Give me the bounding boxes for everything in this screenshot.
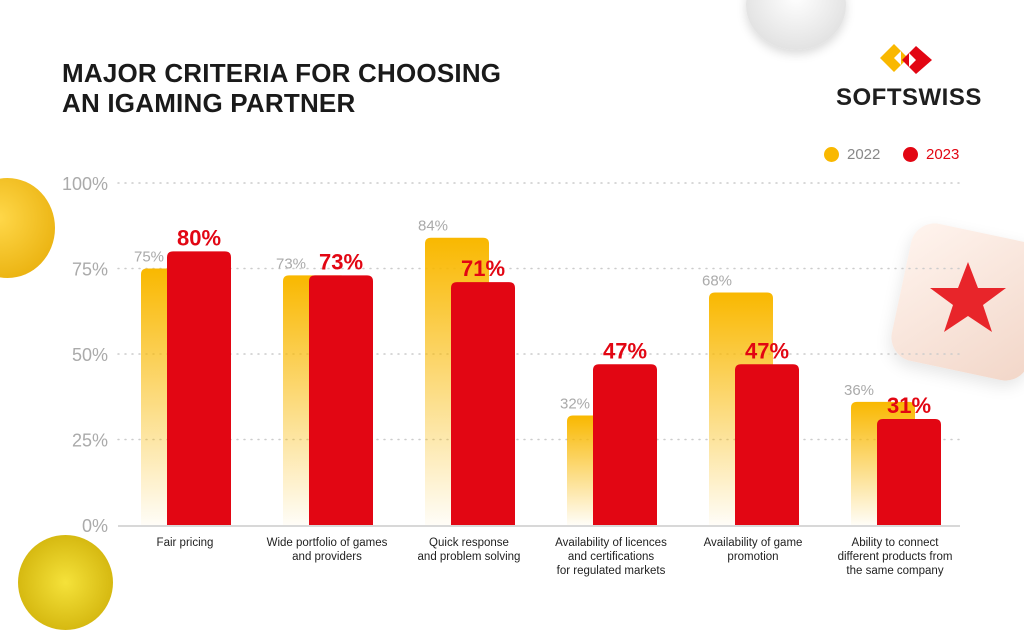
bar-2023: [735, 364, 799, 525]
category-label: and certifications: [568, 551, 655, 563]
bar-2023: [451, 282, 515, 525]
brand-name: SOFTSWISS: [836, 84, 982, 111]
data-label-2022: 36%: [844, 382, 874, 399]
category-label: Availability of licences: [555, 537, 667, 549]
data-label-2023: 73%: [319, 249, 363, 274]
data-label-2023: 47%: [603, 338, 647, 363]
y-tick-label: 75%: [72, 260, 108, 280]
data-label-2023: 80%: [177, 225, 221, 250]
legend-item-2022: 2022: [824, 146, 880, 163]
data-label-2022: 84%: [418, 218, 448, 235]
data-label-2022: 32%: [560, 396, 590, 413]
y-tick-label: 50%: [72, 345, 108, 365]
data-label-2023: 31%: [887, 393, 931, 418]
legend-label-2022: 2022: [847, 146, 881, 163]
bar-2023: [877, 418, 941, 525]
category-label: the same company: [846, 565, 943, 577]
category-label: different products from: [838, 551, 953, 563]
legend-item-2023: 2023: [903, 146, 959, 163]
category-label: promotion: [727, 551, 778, 563]
title-line-2: AN IGAMING PARTNER: [62, 88, 356, 118]
title-line-1: MAJOR CRITERIA FOR CHOOSING: [62, 58, 502, 88]
star-icon: [930, 262, 1006, 332]
data-label-2022: 73%: [276, 255, 306, 272]
softswiss-logo-icon: [880, 44, 932, 74]
category-label: Quick response: [429, 537, 509, 549]
category-label: and providers: [292, 551, 362, 563]
bar-2023: [309, 275, 373, 525]
legend-label-2023: 2023: [926, 146, 960, 163]
y-tick-label: 25%: [72, 431, 108, 451]
category-label: Ability to connect: [852, 537, 940, 549]
bar-2023: [593, 364, 657, 525]
y-tick-label: 0%: [82, 516, 108, 536]
bar-2023: [167, 251, 231, 525]
legend-dot-2022: [824, 147, 839, 162]
category-label: Wide portfolio of games: [267, 537, 388, 549]
category-label: and problem solving: [418, 551, 521, 563]
bar-chart: 0% 25% 50% 75% 100% 75% 80% Fair pricing 73% 73% W…: [62, 174, 961, 577]
data-label-2023: 47%: [745, 338, 789, 363]
data-label-2022: 75%: [134, 249, 164, 266]
data-label-2023: 71%: [461, 256, 505, 281]
category-label: Availability of game: [704, 537, 803, 549]
legend-dot-2023: [903, 147, 918, 162]
data-label-2022: 68%: [702, 272, 732, 289]
y-tick-label: 100%: [62, 174, 108, 194]
category-label: Fair pricing: [157, 537, 214, 549]
category-label: for regulated markets: [557, 565, 666, 577]
page-title: MAJOR CRITERIA FOR CHOOSING AN IGAMING P…: [62, 58, 501, 118]
